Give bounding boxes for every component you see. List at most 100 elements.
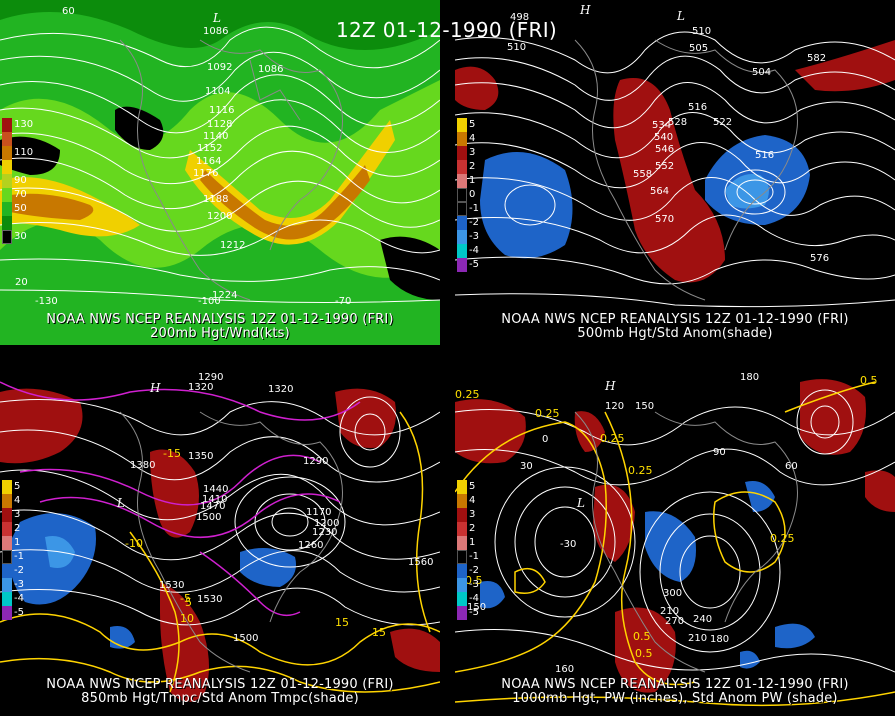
wind-shade-calm-2 <box>0 136 60 175</box>
legend-swatch <box>2 216 12 230</box>
legend-swatch <box>457 230 467 244</box>
temp-label: -10 <box>125 537 143 550</box>
legend-swatch <box>457 244 467 258</box>
legend-swatch <box>457 578 467 592</box>
legend-item: 5 <box>457 118 493 132</box>
pw-label: 0.25 <box>628 464 653 477</box>
low-symbol: L <box>676 9 685 23</box>
contour-label: 160 <box>555 664 574 675</box>
legend-swatch <box>457 536 467 550</box>
temp-label: 5 <box>185 596 192 609</box>
contour-label: 1350 <box>188 451 213 462</box>
anom-negative-east-core <box>725 174 769 209</box>
panel-caption-field: 1000mb Hgt, PW (inches), Std Anom PW (sh… <box>512 691 838 706</box>
panel-caption-source: NOAA NWS NCEP REANALYSIS 12Z 01-12-1990 … <box>46 312 394 327</box>
contour-label: 90 <box>713 447 726 458</box>
legend-item: 1 <box>457 174 493 188</box>
contour-label: 522 <box>713 117 732 128</box>
legend-label: 110 <box>14 147 34 158</box>
legend-item: -2 <box>457 216 493 230</box>
legend-swatch <box>2 550 12 564</box>
anom-positive-south <box>160 582 209 702</box>
legend-item: -3 <box>2 578 38 592</box>
panel-caption-field: 200mb Hgt/Wnd(kts) <box>150 326 290 341</box>
contour-label: 1140 <box>203 131 228 142</box>
legend-label: 4 <box>14 495 21 506</box>
legend-label: -2 <box>14 565 24 576</box>
height-contours-1000 <box>455 389 895 673</box>
legend-item <box>2 160 38 174</box>
legend-swatch <box>457 188 467 202</box>
legend-label: -3 <box>469 579 479 590</box>
legend-label: 5 <box>469 481 476 492</box>
legend-swatch <box>457 258 467 272</box>
legend-swatch <box>2 508 12 522</box>
legend-item: 3 <box>457 146 493 160</box>
pw-anom-positive-e <box>865 470 895 512</box>
legend-label: -3 <box>14 579 24 590</box>
lon-label-130: -130 <box>35 296 58 307</box>
legend-1000mb: 5 4 3 2 1 -1 -2 -3 -4 -5 <box>457 480 493 620</box>
wind-shade-jet-east-core <box>200 165 370 240</box>
legend-label: -5 <box>14 607 24 618</box>
anom-positive-nw <box>0 388 83 464</box>
contour-label: 510 <box>507 42 526 53</box>
legend-label: -3 <box>469 231 479 242</box>
legend-item: -4 <box>457 244 493 258</box>
pw-label: 0.5 <box>635 647 653 660</box>
panel-caption-field: 850mb Hgt/Tmpc/Std Anom Tmpc(shade) <box>81 691 359 706</box>
legend-swatch <box>2 606 12 620</box>
legend-item: 90 <box>2 174 38 188</box>
legend-label: 1 <box>469 537 476 548</box>
anom-negative-west <box>480 152 573 259</box>
contour-label: 505 <box>689 43 708 54</box>
contour-label: 504 <box>752 67 771 78</box>
coastlines-1000 <box>574 411 798 673</box>
legend-label: -5 <box>469 259 479 270</box>
panel-caption-field: 500mb Hgt/Std Anom(shade) <box>577 326 773 341</box>
legend-label: 3 <box>14 509 21 520</box>
lon-label-100: -100 <box>198 296 221 307</box>
pw-label: 0.5 <box>465 574 483 587</box>
legend-label: -2 <box>469 217 479 228</box>
legend-label: 0 <box>469 189 476 200</box>
contour-label: 1320 <box>188 382 213 393</box>
contour-label: 1104 <box>205 86 230 97</box>
temp-contours-warm <box>0 411 440 693</box>
pw-anom-negative-small <box>480 581 505 609</box>
contour-label: 1500 <box>196 512 221 523</box>
legend-swatch <box>457 508 467 522</box>
anom-positive-center <box>150 449 199 538</box>
legend-label: 30 <box>14 231 27 242</box>
legend-swatch <box>457 522 467 536</box>
legend-swatch <box>2 564 12 578</box>
contour-label: 0 <box>542 434 548 445</box>
legend-label: 2 <box>469 161 476 172</box>
legend-label: 90 <box>14 175 27 186</box>
legend-850mb: 5 4 3 2 1 -1 -2 -3 -4 -5 <box>2 480 38 620</box>
map-200mb: 60 20 -130 -100 -70 L 1086 1086 1092 110… <box>0 0 440 345</box>
anom-negative-small <box>110 626 135 649</box>
legend-swatch <box>2 118 12 132</box>
legend-label: 2 <box>469 523 476 534</box>
legend-item: 50 <box>2 202 38 216</box>
contour-label: 180 <box>710 634 729 645</box>
legend-label: -2 <box>469 565 479 576</box>
legend-item: 2 <box>457 160 493 174</box>
legend-item: -1 <box>457 550 493 564</box>
pw-anom-negative-center <box>645 511 696 582</box>
legend-swatch <box>457 174 467 188</box>
panel-1000mb: H L 180 150 120 90 60 30 0 -30 210 240 2… <box>455 372 895 716</box>
legend-item: -1 <box>457 202 493 216</box>
lat-label-20: 20 <box>15 277 28 288</box>
panel-caption-source: NOAA NWS NCEP REANALYSIS 12Z 01-12-1990 … <box>501 312 849 327</box>
contour-label: 1086 <box>258 64 283 75</box>
legend-swatch <box>2 536 12 550</box>
legend-item: 30 <box>2 230 38 244</box>
legend-item: -1 <box>2 550 38 564</box>
legend-label: -4 <box>469 245 479 256</box>
legend-swatch <box>457 132 467 146</box>
panel-500mb: H L 498 510 516 522 528 534 540 546 552 … <box>455 0 895 345</box>
contour-label: 534 <box>652 120 671 131</box>
legend-swatch <box>2 230 12 244</box>
